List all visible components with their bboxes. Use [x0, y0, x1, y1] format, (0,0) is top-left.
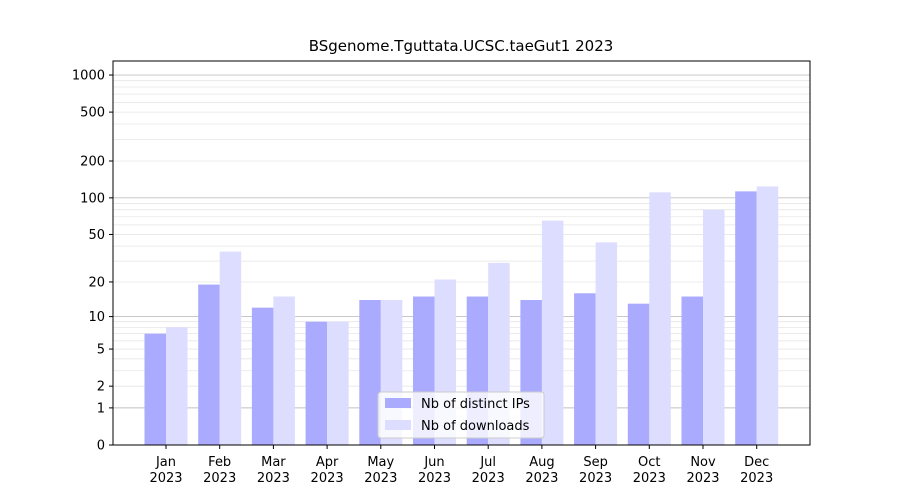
x-tick-label-month: Jun — [423, 455, 444, 470]
bar-downloads — [756, 186, 779, 445]
bar-distinct-ips — [681, 296, 703, 445]
y-tick-label: 10 — [88, 310, 105, 325]
y-axis: 0 1 2 5 10 20 50 100 200 500 1000 — [72, 69, 113, 454]
legend-label-distinct-ips: Nb of distinct IPs — [421, 397, 530, 412]
x-tick-label-month: Nov — [690, 455, 716, 470]
x-tick-label-year: 2023 — [740, 471, 773, 486]
bar-downloads — [273, 296, 295, 445]
x-tick-label-month: Sep — [583, 455, 608, 470]
bar-downloads — [327, 321, 349, 445]
chart-title: BSgenome.Tguttata.UCSC.taeGut1 2023 — [309, 37, 614, 55]
y-tick-label: 1000 — [72, 69, 105, 84]
x-tick-label-year: 2023 — [525, 471, 558, 486]
x-tick-label-year: 2023 — [257, 471, 290, 486]
x-tick-label-month: Feb — [208, 455, 231, 470]
legend-swatch-distinct-ips — [385, 398, 411, 408]
x-tick-label-year: 2023 — [633, 471, 666, 486]
x-tick-label-year: 2023 — [472, 471, 505, 486]
bar-distinct-ips — [251, 307, 274, 445]
x-tick-label-year: 2023 — [364, 471, 397, 486]
x-tick-label-month: Dec — [744, 455, 769, 470]
bar-downloads — [595, 242, 618, 445]
y-tick-label: 50 — [88, 228, 105, 243]
legend-swatch-downloads — [385, 420, 411, 430]
x-tick-label-month: Aug — [529, 455, 554, 470]
x-tick-label-month: Oct — [638, 455, 660, 470]
x-tick-label-year: 2023 — [418, 471, 451, 486]
x-tick-label-year: 2023 — [311, 471, 344, 486]
x-tick-label-year: 2023 — [203, 471, 236, 486]
x-tick-label-month: Jul — [479, 455, 496, 470]
x-tick-label-month: Mar — [261, 455, 286, 470]
y-tick-label: 0 — [97, 439, 105, 454]
x-tick-label-month: May — [367, 455, 394, 470]
bar-distinct-ips — [627, 303, 650, 445]
y-tick-label: 2 — [97, 380, 105, 395]
bar-downloads — [703, 209, 725, 445]
bar-downloads — [166, 327, 188, 445]
bar-downloads — [541, 220, 564, 445]
y-tick-label: 1 — [97, 401, 105, 416]
y-tick-label: 500 — [80, 106, 105, 121]
y-tick-label: 200 — [80, 155, 105, 170]
x-tick-label-month: Apr — [316, 455, 339, 470]
y-tick-label: 20 — [88, 275, 105, 290]
bar-downloads — [219, 251, 242, 445]
bar-distinct-ips — [198, 284, 220, 445]
x-axis: Jan2023Feb2023Mar2023Apr2023May2023Jun20… — [149, 445, 773, 486]
bar-distinct-ips — [574, 293, 596, 445]
bar-downloads — [649, 192, 671, 445]
legend-label-downloads: Nb of downloads — [421, 419, 530, 434]
x-tick-label-year: 2023 — [149, 471, 182, 486]
y-tick-label: 5 — [97, 343, 105, 358]
legend: Nb of distinct IPs Nb of downloads — [377, 391, 545, 439]
plot-frame — [112, 60, 811, 446]
x-tick-label-year: 2023 — [579, 471, 612, 486]
legend-frame — [377, 391, 545, 439]
x-tick-label-year: 2023 — [686, 471, 719, 486]
x-tick-label-month: Jan — [155, 455, 176, 470]
bar-distinct-ips — [735, 191, 757, 445]
bar-distinct-ips — [144, 333, 166, 445]
y-tick-label: 100 — [80, 191, 105, 206]
bar-distinct-ips — [305, 321, 328, 445]
bar-distinct-ips — [359, 299, 381, 445]
